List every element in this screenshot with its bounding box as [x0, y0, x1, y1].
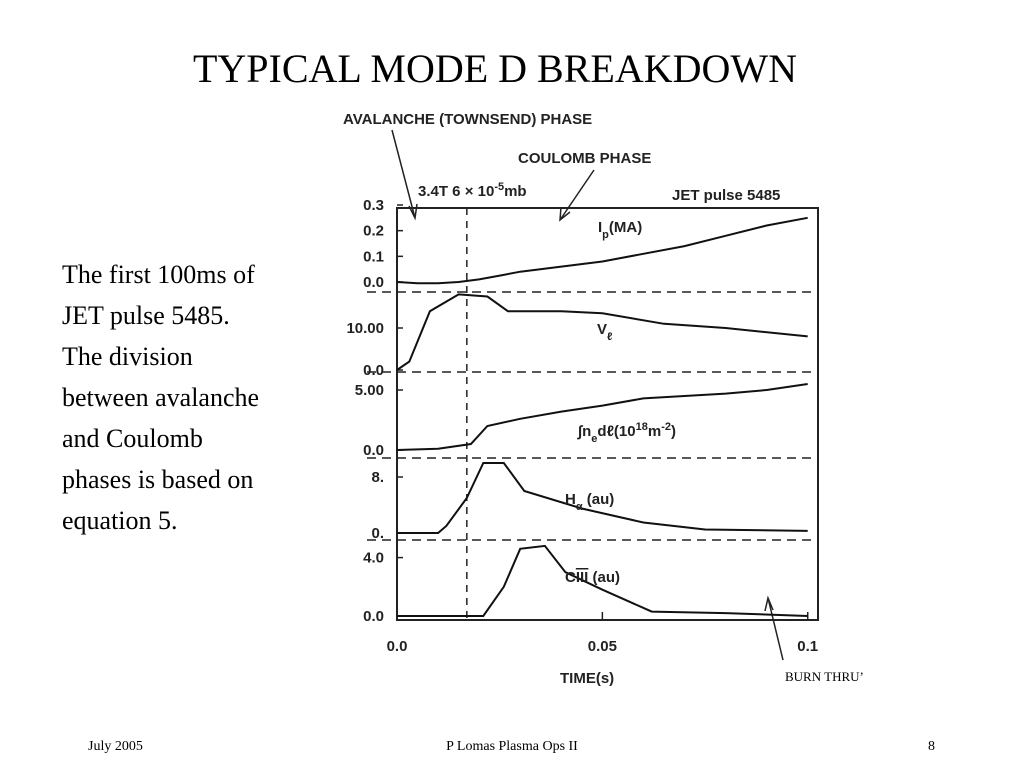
y-tick-label: 8. — [371, 469, 384, 486]
label-part: -5 — [494, 181, 504, 193]
conditions: 3.4T 6 × 10-5mb — [418, 181, 527, 200]
arrow — [764, 595, 784, 661]
label-part: (au) — [588, 569, 620, 586]
signal-curve — [396, 293, 808, 371]
panel-label: Ip(MA) — [598, 219, 642, 241]
y-tick-label: 0.0 — [363, 608, 384, 625]
label-part: α — [576, 501, 583, 513]
body-line: The first 100ms of — [62, 260, 255, 289]
frame — [396, 207, 819, 621]
label-part: 18 — [636, 421, 648, 433]
signal-curve — [396, 216, 808, 285]
label-part: ∫n — [577, 423, 591, 440]
label-part: p — [602, 229, 609, 241]
body-line: between avalanche — [62, 383, 259, 412]
label-part: (MA) — [609, 219, 642, 236]
y-tick-label: 5.00 — [355, 382, 384, 399]
label-part: (au) — [583, 491, 615, 508]
x-tick-label: 0.1 — [797, 638, 818, 655]
y-tick-label: 0.3 — [363, 197, 384, 214]
annotation: AVALANCHE (TOWNSEND) PHASE — [343, 111, 592, 128]
label-part: V — [597, 321, 607, 338]
label-part: ℓ — [607, 331, 612, 343]
arrow — [391, 129, 418, 221]
footer-date: July 2005 — [88, 739, 143, 754]
annotation: JET pulse 5485 — [672, 187, 780, 204]
annotation: BURN THRU’ — [785, 669, 864, 684]
panel-label: CIII (au) — [565, 569, 620, 586]
label-part: 3.4T 6 × 10 — [418, 183, 494, 200]
label-part: ) — [671, 423, 676, 440]
y-tick-label: 0.2 — [363, 223, 384, 240]
annotation: COULOMB PHASE — [518, 150, 651, 167]
label-part: -2 — [661, 421, 671, 433]
footer-page: 8 — [928, 739, 935, 754]
label-part: mb — [504, 183, 527, 200]
panel-label: Hα (au) — [565, 491, 614, 513]
figure: AVALANCHE (TOWNSEND) PHASE COULOMB PHASE… — [343, 111, 864, 687]
panel-label: ∫nedℓ(1018m-2) — [577, 421, 676, 445]
body-line: JET pulse 5485. — [62, 301, 230, 330]
label-part: C — [565, 569, 576, 586]
slide-title: TYPICAL MODE D BREAKDOWN — [193, 46, 797, 91]
body-text: The first 100ms of JET pulse 5485. The div… — [62, 260, 259, 535]
body-line: The division — [62, 342, 193, 371]
panel-separators — [367, 291, 818, 541]
signal-curve — [397, 462, 808, 534]
y-tick-label: 0.0 — [363, 442, 384, 459]
body-line: equation 5. — [62, 506, 178, 535]
y-tick-label: 10.00 — [346, 320, 384, 337]
body-line: phases is based on — [62, 465, 253, 494]
y-tick-label: 0.0 — [363, 274, 384, 291]
label-part: III — [576, 569, 589, 586]
label-part: m — [648, 423, 661, 440]
arrows — [391, 129, 784, 661]
body-line: and Coulomb — [62, 424, 203, 453]
y-tick-label: 4.0 — [363, 550, 384, 567]
y-tick-label: 0. — [371, 525, 384, 542]
footer-center: P Lomas Plasma Ops II — [446, 739, 578, 754]
x-tick-label: 0.05 — [588, 638, 617, 655]
label-part: e — [591, 433, 597, 445]
signal-curve — [397, 544, 808, 617]
y-tick-label: 0.0 — [363, 362, 384, 379]
label-part: dℓ(10 — [597, 423, 635, 440]
x-tick-label: 0.0 — [387, 638, 408, 655]
x-axis-label: TIME(s) — [560, 670, 614, 687]
y-tick-label: 0.1 — [363, 248, 384, 265]
label-part: I — [598, 219, 602, 236]
signal-curve — [396, 383, 808, 451]
label-part: H — [565, 491, 576, 508]
arrow — [559, 169, 595, 222]
panel-label: Vℓ — [597, 321, 612, 343]
